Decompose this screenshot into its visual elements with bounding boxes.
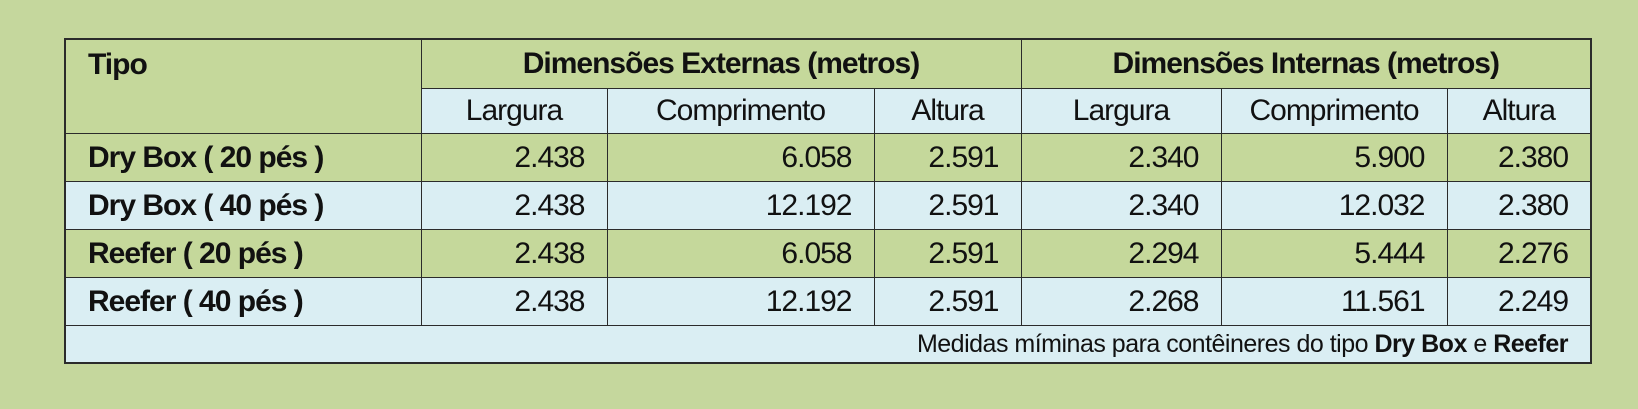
data-row: Dry Box ( 20 pés ) 2.438 6.058 2.591 2.340 5.…	[64, 133, 1592, 182]
subheader: Altura	[1446, 88, 1592, 134]
subheader-row: Largura Comprimento Altura Largura Comprimen…	[65, 88, 1592, 134]
cell-value: 6.058	[606, 229, 875, 278]
group-header: Dimensões Internas (metros)	[1020, 38, 1592, 89]
cell-value: 5.444	[1220, 229, 1448, 278]
group-header: Dimensões Externas (metros)	[420, 38, 1022, 89]
subheader: Comprimento	[606, 88, 875, 134]
cell-value: 2.276	[1446, 229, 1592, 278]
subheader: Largura	[1020, 88, 1222, 134]
cell-value: 6.058	[606, 133, 875, 182]
cell-value: 2.591	[873, 229, 1022, 278]
dimensions-table: Tipo Dimensões Externas (metros) Dimensões…	[64, 38, 1593, 364]
footnote-part: e	[1473, 329, 1487, 358]
cell-value: 12.192	[606, 181, 875, 230]
subheader: Altura	[873, 88, 1022, 134]
cell-value: 2.438	[420, 181, 608, 230]
footnote-part: Reefer	[1493, 329, 1569, 358]
row-name: Reefer ( 40 pés )	[64, 277, 422, 326]
row-name: Dry Box ( 40 pés )	[64, 181, 422, 230]
cell-value: 2.438	[420, 133, 608, 182]
subheader: Largura	[420, 88, 608, 134]
cell-value: 2.438	[420, 229, 608, 278]
type-header: Tipo	[64, 38, 422, 134]
row-name: Reefer ( 20 pés )	[64, 229, 422, 278]
cell-value: 2.340	[1020, 181, 1222, 230]
cell-value: 11.561	[1220, 277, 1448, 326]
footnote-row: Medidas míminas para contêineres do tipo…	[64, 325, 1592, 364]
cell-value: 2.438	[420, 277, 608, 326]
cell-value: 2.591	[873, 277, 1022, 326]
cell-value: 2.380	[1446, 133, 1592, 182]
data-row: Reefer ( 20 pés ) 2.438 6.058 2.591 2.294 5.4…	[64, 229, 1592, 278]
subheader: Comprimento	[1220, 88, 1448, 134]
cell-value: 2.294	[1020, 229, 1222, 278]
cell-value: 2.591	[873, 181, 1022, 230]
cell-value: 2.268	[1020, 277, 1222, 326]
footnote: Medidas míminas para contêineres do tipo…	[64, 325, 1592, 364]
cell-value: 5.900	[1220, 133, 1448, 182]
table-body: Tipo Dimensões Externas (metros) Dimensões…	[64, 38, 1592, 364]
cell-value: 2.340	[1020, 133, 1222, 182]
cell-value: 12.192	[606, 277, 875, 326]
data-row: Dry Box ( 40 pés ) 2.438 12.192 2.591 2.340 1…	[64, 181, 1592, 230]
footnote-part: Medidas míminas para contêineres do tipo	[916, 329, 1369, 358]
cell-value: 2.249	[1446, 277, 1592, 326]
cell-value: 2.380	[1446, 181, 1592, 230]
cell-value: 12.032	[1220, 181, 1448, 230]
row-name: Dry Box ( 20 pés )	[64, 133, 422, 182]
footnote-part: Dry Box	[1374, 329, 1468, 358]
cell-value: 2.591	[873, 133, 1022, 182]
header-row: Tipo Dimensões Externas (metros) Dimensões…	[64, 38, 1592, 134]
data-row: Reefer ( 40 pés ) 2.438 12.192 2.591 2.268 11…	[64, 277, 1592, 326]
